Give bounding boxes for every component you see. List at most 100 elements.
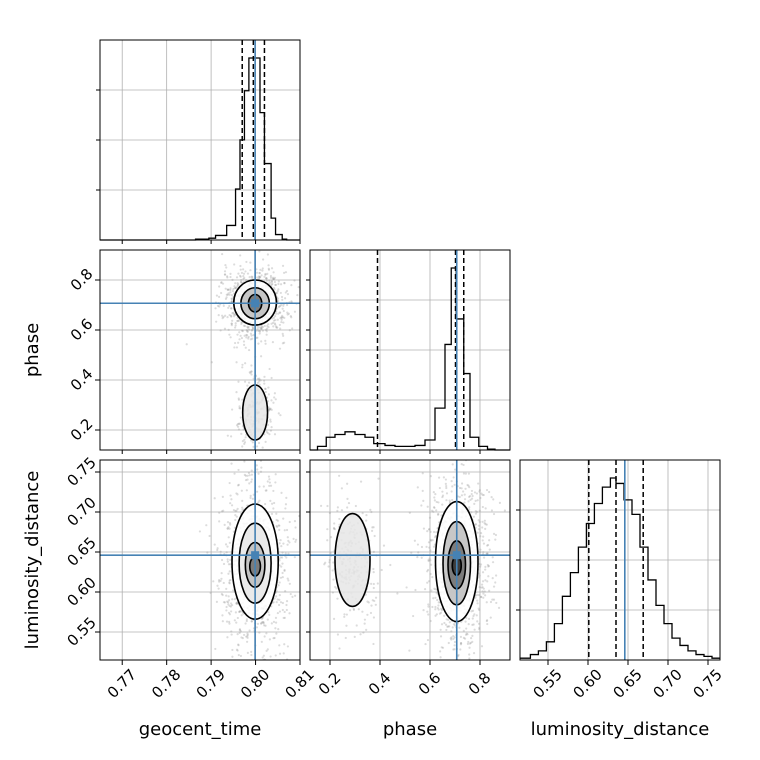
scatter-point <box>481 526 484 529</box>
scatter-point <box>260 274 263 277</box>
scatter-point <box>230 602 233 605</box>
scatter-point <box>261 267 264 270</box>
scatter-point <box>265 330 268 333</box>
scatter-point <box>434 605 437 609</box>
scatter-point <box>479 535 482 538</box>
scatter-point <box>452 476 455 479</box>
histogram-luminosity-distance <box>520 477 720 659</box>
scatter-point <box>236 333 239 336</box>
scatter-point <box>282 517 285 520</box>
scatter-point <box>437 608 440 611</box>
scatter-point <box>268 613 271 616</box>
scatter-point <box>480 595 483 599</box>
scatter-point <box>241 366 244 369</box>
x-axis-label-geocent-time: geocent_time <box>139 719 262 740</box>
scatter-point <box>243 276 246 280</box>
scatter-point <box>220 291 223 295</box>
panel-frame <box>309 249 511 451</box>
scatter-point <box>477 593 481 597</box>
scatter-point <box>432 490 435 494</box>
scatter-point <box>421 472 424 475</box>
scatter-point <box>266 648 269 651</box>
y-tick-label: 0.75 <box>63 453 99 489</box>
panel-frame <box>519 459 721 661</box>
scatter-point <box>274 621 278 624</box>
scatter-point <box>449 501 452 504</box>
scatter-point <box>230 307 233 310</box>
scatter-point <box>476 599 479 602</box>
scatter-point <box>436 607 439 610</box>
scatter-point <box>428 557 431 560</box>
scatter-point <box>429 475 432 478</box>
scatter-point <box>266 324 269 327</box>
scatter-point <box>460 463 463 466</box>
scatter-point <box>470 497 474 500</box>
scatter-point <box>283 610 286 614</box>
scatter-point <box>258 485 261 488</box>
scatter-point <box>482 493 485 497</box>
scatter-point <box>237 380 240 383</box>
scatter-point <box>372 526 375 529</box>
scatter-point <box>283 341 286 344</box>
scatter-point <box>459 642 463 645</box>
scatter-point <box>352 608 356 611</box>
scatter-point <box>441 646 445 649</box>
scatter-point <box>374 603 377 606</box>
scatter-point <box>284 552 287 555</box>
scatter-point <box>236 507 239 510</box>
scatter-point <box>242 428 245 431</box>
scatter-point <box>492 598 496 601</box>
scatter-point <box>275 524 278 528</box>
scatter-point <box>237 644 240 647</box>
scatter-point <box>238 331 241 334</box>
scatter-point <box>458 626 461 629</box>
scatter-point <box>246 640 249 643</box>
scatter-point <box>429 530 432 534</box>
scatter-point <box>269 408 272 411</box>
scatter-point <box>239 407 242 410</box>
scatter-point <box>225 605 228 609</box>
scatter-point <box>441 494 445 497</box>
scatter-point <box>438 486 441 490</box>
scatter-point <box>212 580 215 583</box>
scatter-point <box>284 503 288 506</box>
scatter-point <box>275 457 277 459</box>
scatter-point <box>465 663 467 665</box>
scatter-point <box>484 565 487 568</box>
scatter-panel-luminosity-distance-vs-geocent-time <box>100 457 300 660</box>
scatter-point <box>485 601 488 604</box>
scatter-point <box>255 271 259 274</box>
scatter-point <box>347 501 351 505</box>
scatter-point <box>369 508 372 511</box>
scatter-point <box>372 567 375 571</box>
scatter-point <box>242 272 246 275</box>
scatter-point <box>217 314 220 317</box>
scatter-point <box>290 284 293 287</box>
scatter-point <box>282 542 285 545</box>
scatter-point <box>408 511 411 514</box>
scatter-point <box>359 480 363 483</box>
scatter-point <box>438 612 442 615</box>
scatter-point <box>231 648 234 652</box>
scatter-point <box>229 563 232 566</box>
scatter-point <box>236 282 239 285</box>
scatter-point <box>271 282 274 286</box>
scatter-point <box>265 430 268 433</box>
scatter-point <box>262 621 265 624</box>
scatter-point <box>286 303 289 307</box>
scatter-point <box>329 536 333 539</box>
scatter-point <box>249 332 252 335</box>
scatter-point <box>237 319 240 323</box>
scatter-point <box>288 612 291 615</box>
scatter-point <box>235 276 239 279</box>
scatter-point <box>438 521 441 524</box>
scatter-point <box>244 436 247 439</box>
scatter-point <box>233 346 236 349</box>
scatter-point <box>227 572 230 575</box>
scatter-point <box>259 326 263 329</box>
scatter-point <box>494 533 498 537</box>
scatter-point <box>230 630 233 633</box>
scatter-point <box>233 315 236 318</box>
scatter-point <box>457 653 460 657</box>
scatter-point <box>258 271 261 275</box>
